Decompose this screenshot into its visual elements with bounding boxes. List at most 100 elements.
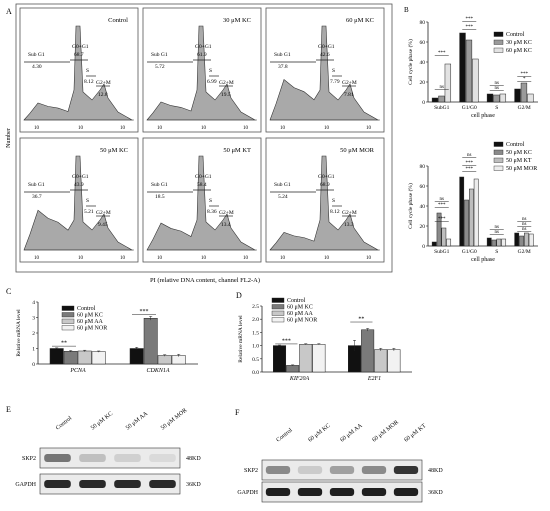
flow-panel-title: 50 μM KC xyxy=(100,147,128,154)
legend-swatch xyxy=(61,318,75,324)
size-label: 36KD xyxy=(186,482,201,488)
panel-letter-b: B xyxy=(404,6,409,14)
bar xyxy=(361,329,375,373)
band xyxy=(393,488,419,496)
gate-value-g0g1: 43.9 xyxy=(74,182,84,188)
gate-value-subg1: 36.7 xyxy=(32,194,42,200)
band xyxy=(79,480,106,488)
band xyxy=(297,488,323,496)
gate-value-subg1: 37.8 xyxy=(278,64,288,70)
bar xyxy=(514,88,521,103)
gate-label-g2m: G2+M xyxy=(219,80,234,86)
bar xyxy=(486,93,494,103)
lane-label: 50 μM KC xyxy=(90,411,114,432)
sig-label: *** xyxy=(466,17,474,22)
gate-value-g2m: 13.4 xyxy=(221,222,231,228)
legend-label: 60 μM NOR xyxy=(287,318,317,324)
sig-label: ns xyxy=(522,222,527,227)
gate-value-g2m: 12.8 xyxy=(98,92,108,98)
y-tick-label: 0 xyxy=(422,100,425,106)
x-tick-label: 10 xyxy=(78,126,84,131)
legend-swatch xyxy=(61,305,75,311)
band-label: SKP2 xyxy=(22,456,36,462)
blot-strip xyxy=(39,447,181,469)
y-tick-label: 0.5 xyxy=(252,357,259,363)
bar xyxy=(157,355,172,365)
legend-label: 60 μM KC xyxy=(506,48,532,54)
gate-label-s: S xyxy=(86,68,89,74)
gate-value-g2m: 13.3 xyxy=(344,222,354,228)
category-label: S xyxy=(495,105,498,111)
gate-label-g2m: G2+M xyxy=(96,80,111,86)
size-label: 48KD xyxy=(186,456,201,462)
gate-value-g2m: 7.81 xyxy=(344,92,354,98)
gate-label-subg1: Sub G1 xyxy=(151,52,168,58)
bar xyxy=(438,95,445,103)
y-tick-label: 20 xyxy=(420,80,426,86)
panel-letter-c: C xyxy=(6,287,11,296)
y-tick-label: 1 xyxy=(32,347,35,353)
x-tick-label: 10 xyxy=(157,126,163,131)
sig-label: ns xyxy=(495,86,500,91)
x-tick-label: 10 xyxy=(324,126,330,131)
band-label: SKP2 xyxy=(244,468,258,474)
bar xyxy=(299,344,313,373)
sig-label: ns xyxy=(522,227,527,232)
gate-value-g0g1: 61.9 xyxy=(197,52,207,58)
bar xyxy=(527,93,534,103)
gate-value-subg1: 18.5 xyxy=(155,194,165,200)
flow-panel-title: 60 μM KC xyxy=(346,17,374,24)
sig-label: *** xyxy=(282,338,291,344)
gate-label-subg1: Sub G1 xyxy=(274,182,291,188)
panel-letter-d: D xyxy=(236,291,242,300)
chart-d: 0.0 0.5 1.0 1.5 2.0 2.5 Relative mRNA level KIF… xyxy=(238,297,412,382)
histogram xyxy=(269,155,380,251)
band xyxy=(329,488,355,496)
x-tick-label: 10 xyxy=(34,256,40,261)
gate-label-s: S xyxy=(209,68,212,74)
histogram xyxy=(23,155,134,251)
sig-label: * xyxy=(523,77,526,82)
sig-label: *** xyxy=(521,72,529,77)
bar xyxy=(431,241,437,247)
x-tick-label: 10 xyxy=(120,126,126,131)
flow-panel-title: Control xyxy=(108,17,128,24)
legend-label: 50 μM MOR xyxy=(506,166,537,172)
band xyxy=(393,466,419,474)
band xyxy=(265,488,291,496)
flow-panel: 10 10 10 30 μM KC Sub G1 5.72 G0+G1 61.9 S 6.99 G2… xyxy=(142,7,262,133)
gate-label-g2m: G2+M xyxy=(342,210,357,216)
y-tick-label: 1.5 xyxy=(252,330,259,336)
bar xyxy=(501,238,507,247)
x-tick-label: 10 xyxy=(120,256,126,261)
gate-label-g0g1: G0+G1 xyxy=(195,44,212,50)
legend-swatch xyxy=(493,157,504,163)
size-label: 36KD xyxy=(428,490,443,496)
legend-label: 60 μM NOR xyxy=(77,326,107,332)
y-axis-label: Relative mRNA level xyxy=(16,309,22,357)
gate-value-g2m: 19.5 xyxy=(221,92,231,98)
band xyxy=(149,454,176,462)
bar xyxy=(441,227,447,247)
bar xyxy=(374,349,388,373)
category-label: G1/G0 xyxy=(462,249,477,255)
sig-label: *** xyxy=(466,25,474,30)
bar xyxy=(63,351,78,365)
bar xyxy=(496,238,502,247)
gate-value-s: 8.36 xyxy=(207,209,217,215)
gate-label-subg1: Sub G1 xyxy=(28,182,45,188)
legend-swatch xyxy=(271,310,285,316)
category-label: G1/G0 xyxy=(462,105,477,111)
histogram xyxy=(146,25,257,121)
sig-label: *** xyxy=(466,161,474,166)
x-axis-label: cell phase xyxy=(471,113,495,119)
band-label: GAPDH xyxy=(237,490,258,496)
sig-label: *** xyxy=(438,51,446,56)
legend-swatch xyxy=(493,39,504,45)
y-axis-label: Cell cycle phase (%) xyxy=(407,183,414,229)
y-tick-label: 3 xyxy=(32,316,35,322)
legend-label: 50 μM KC xyxy=(506,150,532,156)
sig-label: ns xyxy=(495,81,500,86)
gate-label-g0g1: G0+G1 xyxy=(318,174,335,180)
